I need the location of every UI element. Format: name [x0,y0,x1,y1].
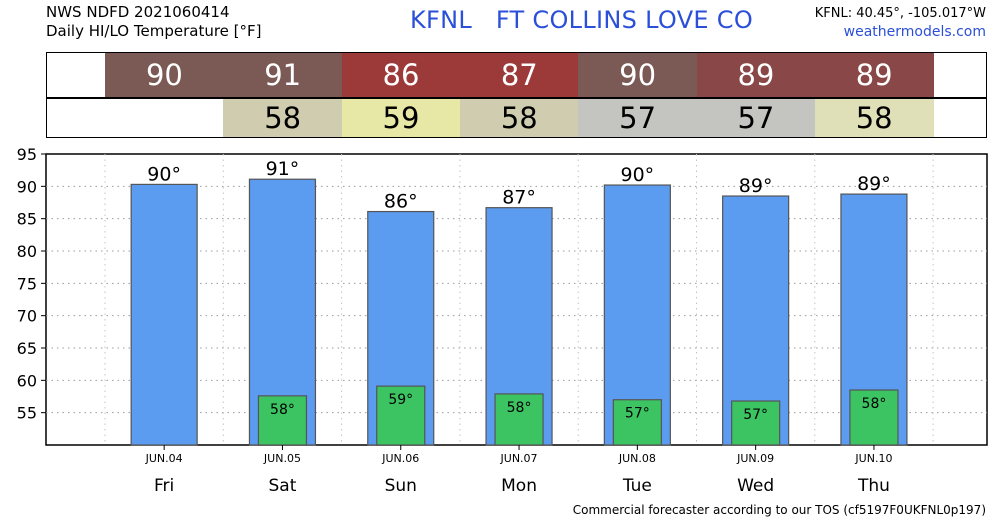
high-temp-cell: 89 [696,53,816,97]
high-bar-label: 90° [147,163,181,185]
high-temp-cell: 91 [223,53,343,97]
y-tick-label: 70 [17,307,37,326]
high-temp-cell: 86 [341,53,461,97]
day-label: Sun [385,476,417,496]
low-bar [849,389,899,446]
low-bar [257,395,308,446]
day-label: Tue [622,476,652,496]
day-label: Wed [737,476,774,496]
high-temp-cell: 90 [578,53,697,97]
low-temp-cell [105,99,224,137]
station-title: KFNL FT COLLINS LOVE CO [410,6,754,34]
low-bar-label: 57° [743,407,768,423]
source-line: NWS NDFD 2021060414 [46,3,230,21]
station-coords: KFNL: 40.45°, -105.017°W [814,6,986,21]
high-temp-cell: 90 [105,53,224,97]
low-temp-cell: 57 [578,99,697,137]
low-bar-label: 58° [270,402,295,418]
date-label: JUN.08 [618,452,656,465]
y-tick-label: 55 [17,404,37,423]
y-tick-label: 85 [17,210,37,229]
high-bar [130,183,198,446]
y-tick-label: 90 [17,177,37,196]
low-bar-label: 59° [388,392,413,408]
low-bar-label: 57° [625,406,650,422]
date-label: JUN.04 [145,452,183,465]
header-info: NWS NDFD 2021060414 Daily HI/LO Temperat… [46,3,262,41]
y-tick-label: 80 [17,242,37,261]
low-temp-cell: 58 [459,99,579,137]
date-label: JUN.05 [263,452,301,465]
day-label: Fri [154,476,174,496]
low-bar [376,385,426,446]
low-bar [494,393,544,446]
y-tick-label: 60 [17,371,37,390]
high-bar-label: 90° [621,164,655,186]
low-temp-cell: 57 [696,99,816,137]
low-temp-strip: 58 59 58 57 57 58 [46,98,987,138]
high-bar-label: 86° [384,191,418,213]
low-bar-label: 58° [507,400,532,416]
y-tick-label: 75 [17,274,37,293]
low-bar-label: 58° [862,396,887,412]
day-label: Thu [857,476,890,496]
site-link[interactable]: weathermodels.com [843,24,986,40]
high-bar-label: 87° [502,187,536,209]
high-bar-label: 91° [266,158,300,180]
high-temp-cell: 87 [459,53,579,97]
date-label: JUN.09 [736,452,774,465]
date-label: JUN.10 [854,452,892,465]
header-right: KFNL: 40.45°, -105.017°W weathermodels.c… [815,4,986,42]
low-bar [612,399,662,446]
date-label: JUN.07 [500,452,538,465]
y-tick-label: 95 [17,145,37,164]
product-line: Daily HI/LO Temperature [°F] [46,22,262,40]
day-label: Mon [501,476,537,496]
high-bar-label: 89° [857,173,891,195]
low-temp-cell: 59 [341,99,461,137]
high-temp-cell: 89 [814,53,934,97]
low-temp-cell: 58 [223,99,343,137]
footer-note: Commercial forecaster according to our T… [572,503,986,517]
high-temp-strip: 90 91 86 87 90 89 89 [46,52,987,98]
low-temp-cell: 58 [814,99,934,137]
date-label: JUN.06 [381,452,419,465]
day-label: Sat [269,476,297,496]
high-bar-label: 89° [739,175,773,197]
y-tick-label: 65 [17,339,37,358]
